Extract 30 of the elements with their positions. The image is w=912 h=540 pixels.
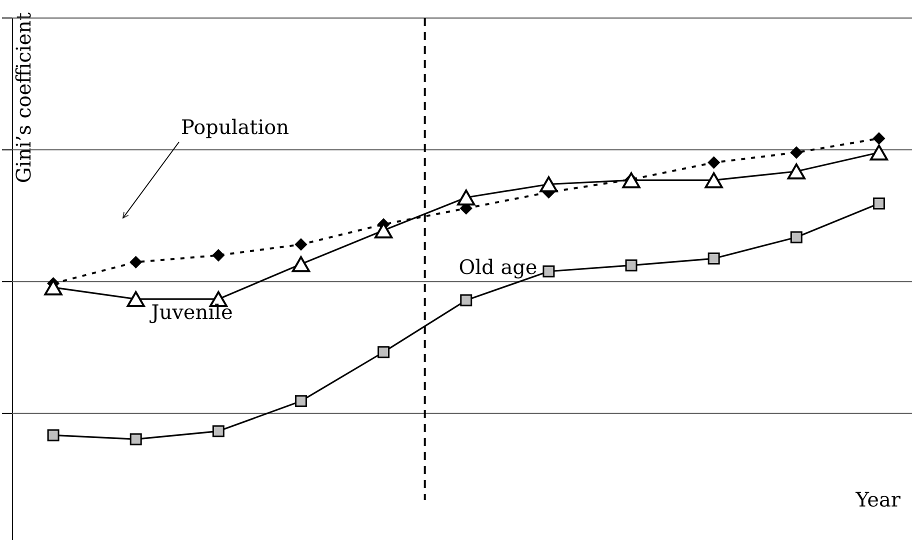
- point: [704, 172, 723, 188]
- y-axis-title: Gini’s coefficient: [12, 12, 36, 184]
- point: [130, 433, 142, 446]
- point: [790, 146, 802, 159]
- point: [130, 256, 142, 268]
- point: [126, 291, 145, 308]
- annotation: Juvenile: [149, 300, 233, 324]
- point: [872, 198, 885, 210]
- point: [460, 294, 472, 306]
- point: [378, 346, 390, 358]
- point: [212, 249, 224, 262]
- point: [294, 238, 307, 250]
- point: [708, 252, 720, 265]
- point: [870, 144, 888, 160]
- annotation: Population: [180, 115, 290, 139]
- point: [872, 132, 885, 144]
- point: [622, 172, 640, 188]
- point: [787, 163, 806, 180]
- point: [790, 231, 802, 244]
- point: [292, 256, 310, 272]
- x-axis-title: Year: [854, 488, 901, 512]
- point: [625, 259, 638, 272]
- point: [47, 429, 60, 442]
- point: [294, 395, 307, 408]
- point: [212, 425, 224, 438]
- point: [457, 190, 476, 206]
- point: [540, 176, 558, 192]
- point: [542, 265, 555, 278]
- annotation: Old age: [458, 255, 538, 279]
- point: [708, 156, 720, 169]
